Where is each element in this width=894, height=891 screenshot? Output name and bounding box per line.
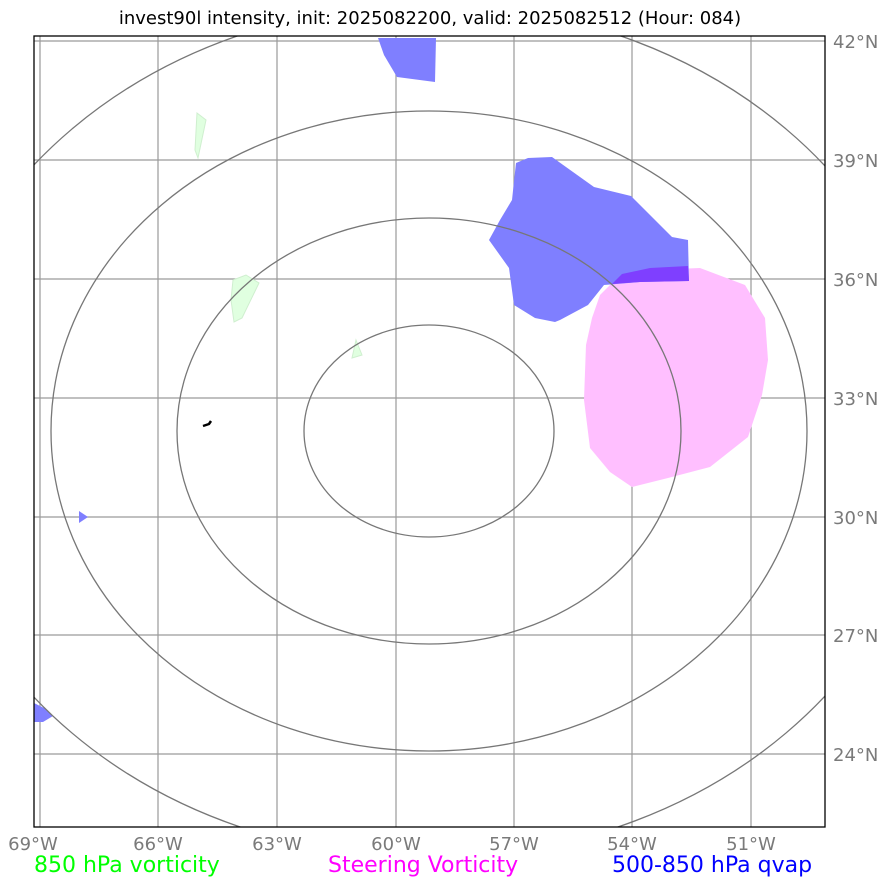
- plot-frame: [33, 35, 826, 828]
- lat-label: 36°N: [833, 270, 878, 291]
- lon-label: 66°W: [133, 834, 183, 855]
- lon-label: 60°W: [371, 834, 421, 855]
- lon-label: 63°W: [252, 834, 302, 855]
- lat-label: 39°N: [833, 151, 878, 172]
- map-title: invest90l intensity, init: 2025082200, v…: [118, 8, 742, 29]
- lat-label: 42°N: [833, 32, 878, 53]
- track-marker: [202, 420, 213, 428]
- lat-label: 24°N: [833, 745, 878, 766]
- lon-label: 51°W: [726, 834, 776, 855]
- lat-label: 30°N: [833, 508, 878, 529]
- lat-label: 27°N: [833, 626, 878, 647]
- legend-850-vorticity: 850 hPa vorticity: [34, 853, 220, 878]
- distance-rings: [34, 36, 825, 827]
- legend-qvap: 500-850 hPa qvap: [612, 853, 813, 878]
- steering-vorticity-field: [584, 268, 768, 487]
- vorticity-850-field: [194, 112, 363, 359]
- lat-label: 33°N: [833, 389, 878, 410]
- lon-label: 54°W: [607, 834, 657, 855]
- legend-steering-vorticity: Steering Vorticity: [328, 853, 519, 878]
- lon-label: 69°W: [8, 834, 58, 855]
- overlap-field: [612, 266, 689, 284]
- lon-label: 57°W: [489, 834, 539, 855]
